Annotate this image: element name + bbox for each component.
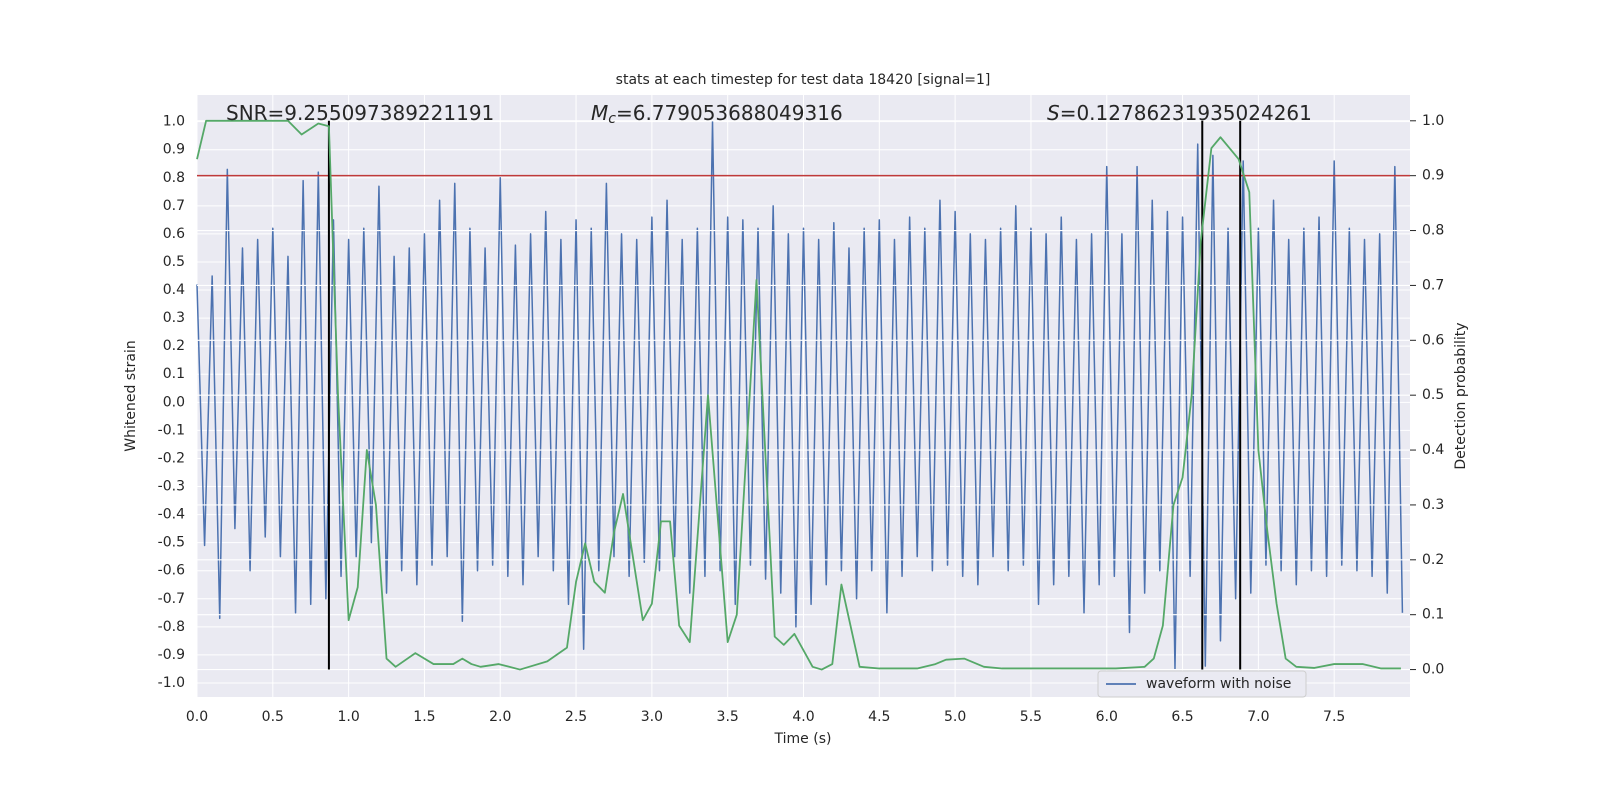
y-tick-label: 1.0	[163, 114, 185, 130]
y-tick-label: 0.6	[163, 226, 185, 242]
y-tick-label: 0.9	[163, 142, 185, 158]
y-tick-label: -0.1	[158, 422, 185, 438]
y-tick-label: -0.6	[158, 563, 185, 579]
y-tick-label: -0.4	[158, 507, 185, 523]
annotation-subscript: c	[608, 111, 616, 127]
y2-tick-label: 1.0	[1422, 113, 1444, 129]
y-tick-label: -0.9	[158, 647, 185, 663]
y2-tick-label: 0.9	[1422, 168, 1444, 184]
x-tick-label: 4.0	[792, 709, 814, 725]
x-tick-label: 0.5	[262, 709, 284, 725]
y2-tick-label: 0.2	[1422, 552, 1444, 568]
x-tick-label: 2.5	[565, 709, 587, 725]
y-tick-label: 0.5	[163, 254, 185, 270]
y-tick-label: 0.3	[163, 310, 185, 326]
y-tick-label: -1.0	[158, 675, 185, 691]
y2-tick-label: 0.7	[1422, 277, 1444, 293]
annotation-text: =0.12786231935024261	[1060, 101, 1312, 125]
y2-tick-label: 0.5	[1422, 387, 1444, 403]
y2-tick-label: 0.3	[1422, 497, 1444, 513]
y-tick-label: -0.7	[158, 591, 185, 607]
y-tick-label: 0.7	[163, 198, 185, 214]
x-tick-label: 0.0	[186, 709, 208, 725]
annotation: S=0.12786231935024261	[1047, 101, 1312, 125]
y-tick-label: 0.1	[163, 366, 185, 382]
x-tick-label: 6.0	[1096, 709, 1118, 725]
x-tick-label: 1.0	[337, 709, 359, 725]
annotation-text: SNR=9.255097389221191	[226, 101, 494, 125]
x-tick-label: 7.0	[1247, 709, 1269, 725]
legend-box	[1097, 670, 1307, 698]
y2-axis-label: Detection probability	[1453, 322, 1469, 469]
x-tick-label: 6.5	[1171, 709, 1193, 725]
y2-tick-label: 0.6	[1422, 332, 1444, 348]
x-tick-label: 3.5	[717, 709, 739, 725]
y2-tick-label: 0.8	[1422, 223, 1444, 239]
y2-tick-label: 0.0	[1422, 662, 1444, 678]
x-tick-label: 2.0	[489, 709, 511, 725]
annotation: Mc=6.779053688049316	[591, 101, 843, 128]
x-tick-label: 7.5	[1323, 709, 1345, 725]
chart-title: stats at each timestep for test data 184…	[616, 72, 991, 88]
x-tick-label: 1.5	[413, 709, 435, 725]
annotation-symbol: S	[1047, 101, 1060, 125]
annotation-text: =6.779053688049316	[616, 101, 843, 125]
y-tick-label: 0.2	[163, 338, 185, 354]
y-tick-label: 0.8	[163, 170, 185, 186]
y-tick-label: -0.2	[158, 450, 185, 466]
x-tick-label: 5.0	[944, 709, 966, 725]
y-tick-label: 0.0	[163, 394, 185, 410]
legend-label: waveform with noise	[1146, 676, 1291, 692]
x-axis-label: Time (s)	[774, 731, 832, 747]
y-tick-label: -0.5	[158, 535, 185, 551]
annotation: SNR=9.255097389221191	[226, 101, 494, 125]
y-tick-label: -0.8	[158, 619, 185, 635]
y2-tick-label: 0.1	[1422, 607, 1444, 623]
probability-line	[196, 119, 1401, 671]
y-tick-label: -0.3	[158, 479, 185, 495]
x-tick-label: 5.5	[1020, 709, 1042, 725]
x-tick-label: 3.0	[641, 709, 663, 725]
y2-tick-label: 0.4	[1422, 442, 1444, 458]
y-axis-label: Whitened strain	[123, 340, 139, 451]
annotation-symbol: M	[591, 101, 608, 125]
x-tick-label: 4.5	[868, 709, 890, 725]
y-tick-label: 0.4	[163, 282, 185, 298]
